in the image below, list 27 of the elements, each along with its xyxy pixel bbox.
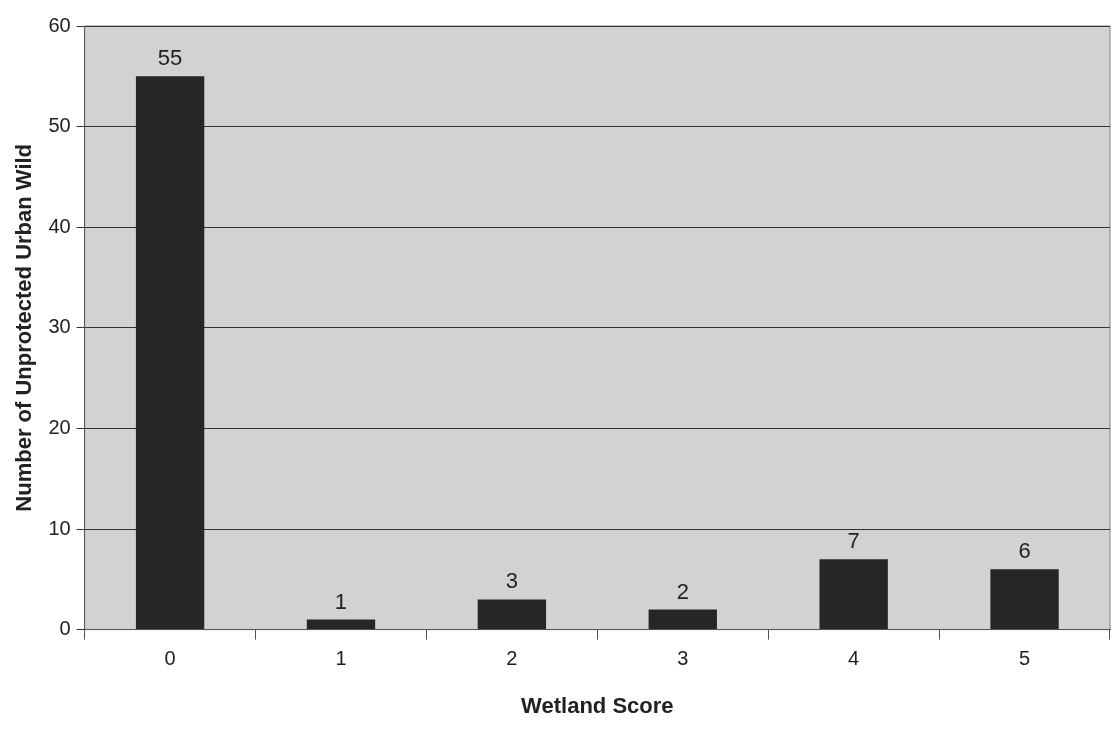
x-tick-label: 0 <box>164 647 176 670</box>
x-tick-label: 1 <box>335 647 347 670</box>
y-tick-label: 10 <box>48 516 71 539</box>
y-tick-label: 60 <box>48 13 71 36</box>
x-tick-label: 2 <box>506 647 518 670</box>
data-label: 55 <box>157 45 183 71</box>
y-tick-label: 50 <box>48 114 71 137</box>
x-tick-label: 3 <box>677 647 689 670</box>
y-tick-label: 40 <box>48 214 71 237</box>
x-axis-title: Wetland Score <box>521 692 674 718</box>
bar <box>990 569 1059 630</box>
y-axis-title: Number of Unprotected Urban Wild <box>11 143 37 512</box>
x-tick-label: 5 <box>1018 647 1031 670</box>
y-tick-label: 30 <box>48 315 71 338</box>
data-label: 3 <box>505 568 518 594</box>
data-label: 2 <box>676 578 689 604</box>
x-tick-label: 4 <box>848 647 860 670</box>
bar <box>819 559 888 630</box>
bar <box>648 609 717 630</box>
data-label: 6 <box>1018 538 1031 564</box>
y-tick-label: 20 <box>48 415 71 438</box>
y-tick-label: 0 <box>59 617 71 640</box>
bar <box>306 619 376 630</box>
data-label: 7 <box>847 528 860 554</box>
data-label: 1 <box>334 588 348 614</box>
bar <box>135 76 205 630</box>
bar <box>477 599 547 630</box>
